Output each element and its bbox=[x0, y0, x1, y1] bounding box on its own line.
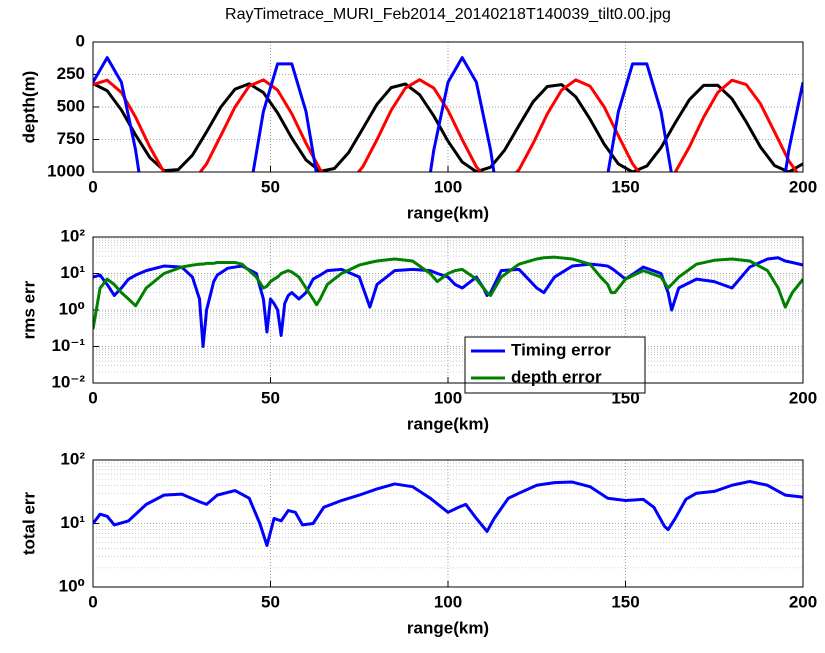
axes-box bbox=[92, 236, 804, 384]
legend-label: Timing error bbox=[511, 340, 611, 359]
x-tick-label: 100 bbox=[434, 388, 462, 407]
y-tick-label: 10⁻² bbox=[51, 372, 85, 391]
y-tick-label: 10⁰ bbox=[59, 299, 85, 318]
y-tick-label: 0 bbox=[76, 31, 85, 50]
plot-lines bbox=[93, 255, 803, 348]
y-axis-label: total err bbox=[19, 491, 38, 555]
data-line bbox=[93, 255, 803, 330]
x-axis-label: range(km) bbox=[407, 618, 489, 637]
x-axis-label: range(km) bbox=[407, 414, 489, 433]
y-tick-label: 750 bbox=[57, 129, 85, 148]
legend-box bbox=[464, 336, 646, 394]
x-tick-label: 0 bbox=[88, 388, 97, 407]
data-line bbox=[93, 78, 799, 172]
y-tick-label: 250 bbox=[57, 64, 85, 83]
x-tick-label: 150 bbox=[611, 177, 639, 196]
x-tick-label: 150 bbox=[611, 592, 639, 611]
y-tick-label: 10² bbox=[60, 449, 85, 468]
legend-label: depth error bbox=[511, 367, 602, 386]
y-tick-label: 10¹ bbox=[60, 263, 85, 282]
data-line bbox=[93, 56, 803, 172]
y-tick-label: 10¹ bbox=[60, 513, 85, 532]
data-line bbox=[93, 256, 803, 348]
figure-title: RayTimetrace_MURI_Feb2014_20140218T14003… bbox=[225, 6, 671, 23]
axes-box bbox=[92, 459, 804, 588]
plot-lines bbox=[93, 56, 803, 172]
x-tick-label: 200 bbox=[789, 388, 817, 407]
plot-lines bbox=[93, 479, 803, 548]
x-axis-label: range(km) bbox=[407, 203, 489, 222]
x-tick-label: 0 bbox=[88, 592, 97, 611]
y-tick-label: 10⁰ bbox=[59, 576, 85, 595]
x-tick-label: 50 bbox=[261, 592, 280, 611]
x-tick-label: 50 bbox=[261, 388, 280, 407]
x-tick-label: 100 bbox=[434, 177, 462, 196]
x-tick-label: 200 bbox=[789, 177, 817, 196]
x-tick-label: 50 bbox=[261, 177, 280, 196]
y-axis-label: rms err bbox=[19, 280, 38, 339]
y-tick-label: 1000 bbox=[47, 161, 85, 180]
data-line bbox=[93, 82, 803, 172]
legend: Timing error depth error bbox=[464, 336, 646, 394]
y-tick-label: 10² bbox=[60, 226, 85, 245]
data-line bbox=[93, 479, 803, 548]
x-tick-label: 100 bbox=[434, 592, 462, 611]
x-tick-label: 0 bbox=[88, 177, 97, 196]
y-axis-label: depth(m) bbox=[19, 71, 38, 144]
x-tick-label: 200 bbox=[789, 592, 817, 611]
axes-box bbox=[92, 41, 804, 173]
y-tick-label: 10⁻¹ bbox=[51, 336, 85, 355]
y-tick-label: 500 bbox=[57, 96, 85, 115]
